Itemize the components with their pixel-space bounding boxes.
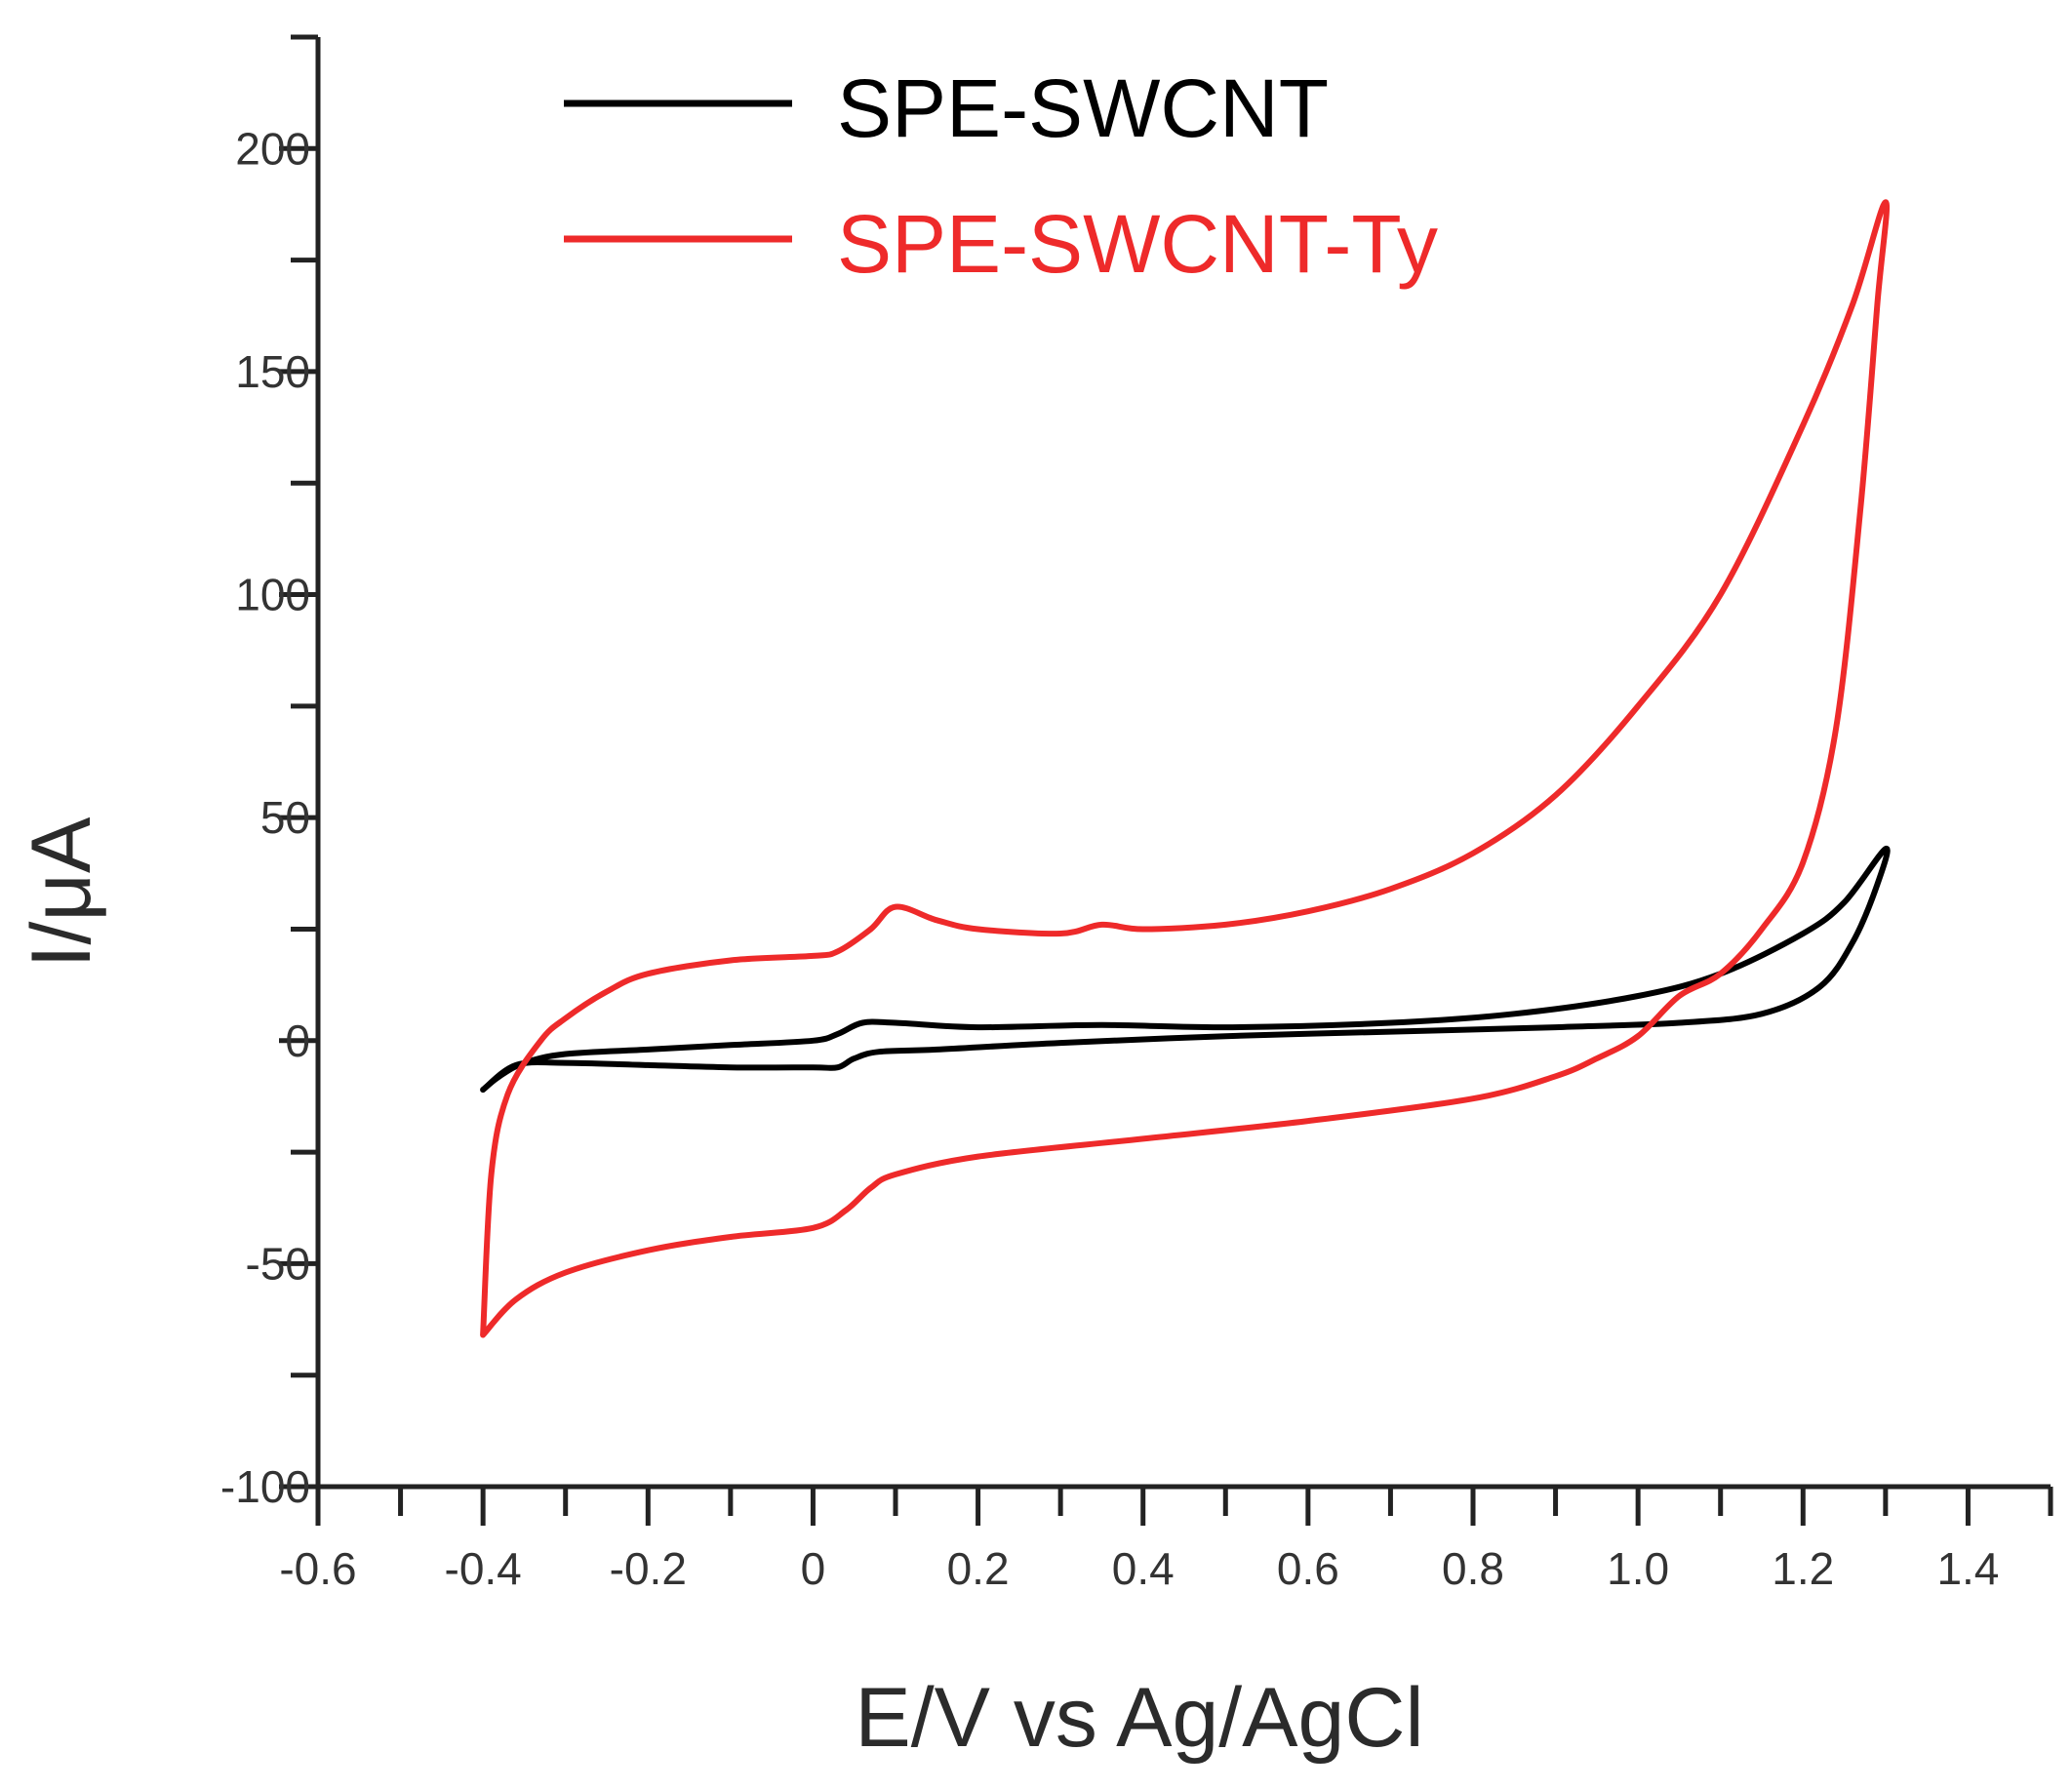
series-line-spe-swcnt xyxy=(480,846,1891,1094)
y-axis-title: I/μA xyxy=(15,816,108,968)
y-tick-label: -100 xyxy=(220,1461,310,1512)
x-tick-label: 0 xyxy=(801,1543,826,1594)
x-tick-label: -0.4 xyxy=(445,1543,522,1594)
x-tick-label: -0.2 xyxy=(610,1543,687,1594)
x-tick-label: 0.6 xyxy=(1277,1543,1339,1594)
legend: SPE-SWCNT SPE-SWCNT-Ty xyxy=(564,62,1438,290)
plot-lines xyxy=(480,199,1891,1338)
x-tick-label: 0.4 xyxy=(1112,1543,1175,1594)
y-tick-label: -50 xyxy=(246,1238,310,1289)
y-tick-label: 100 xyxy=(235,570,310,620)
x-tick-label: 0.8 xyxy=(1442,1543,1504,1594)
y-axis-ticks: -100 -50 0 50 100 150 200 xyxy=(220,34,318,1512)
legend-label-spe-swcnt: SPE-SWCNT xyxy=(837,62,1329,154)
x-axis-title: E/V vs Ag/AgCl xyxy=(855,1671,1423,1765)
axes: -0.6 -0.4 -0.2 0 0.2 0.4 0.6 0.8 1.0 1.2 1.4 -100-… xyxy=(220,34,2053,1594)
series-line-spe-swcnt-ty xyxy=(480,199,1891,1338)
x-tick-label: -0.6 xyxy=(279,1543,356,1594)
y-tick-label: 0 xyxy=(285,1015,310,1066)
y-tick-label: 200 xyxy=(235,123,310,174)
x-tick-label: 0.2 xyxy=(947,1543,1010,1594)
x-tick-label: 1.2 xyxy=(1772,1543,1834,1594)
x-axis-ticks: -0.6 -0.4 -0.2 0 0.2 0.4 0.6 0.8 1.0 1.2 1.4 xyxy=(279,1487,2053,1594)
x-tick-label: 1.4 xyxy=(1936,1543,1999,1594)
x-tick-label: 1.0 xyxy=(1607,1543,1669,1594)
legend-label-spe-swcnt-ty: SPE-SWCNT-Ty xyxy=(837,198,1438,290)
y-tick-label: 50 xyxy=(260,792,310,843)
y-tick-label: 150 xyxy=(235,346,310,397)
